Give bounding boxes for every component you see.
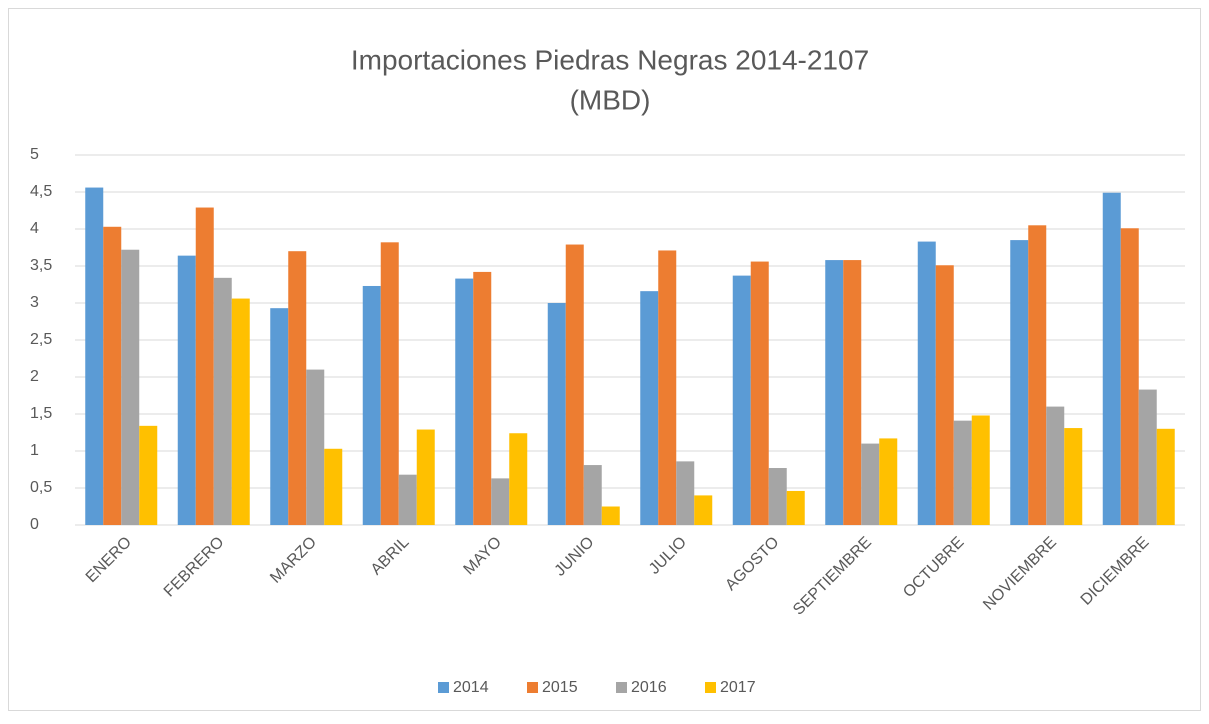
bar bbox=[455, 278, 474, 525]
bar bbox=[676, 461, 695, 525]
bar bbox=[1138, 389, 1157, 525]
y-tick-label: 5 bbox=[30, 146, 39, 163]
bar bbox=[270, 308, 289, 525]
bar bbox=[231, 298, 250, 525]
bar bbox=[398, 474, 417, 525]
bar bbox=[1010, 240, 1029, 525]
bar bbox=[85, 187, 104, 525]
bar bbox=[362, 285, 381, 525]
bar bbox=[583, 465, 602, 525]
bar bbox=[1028, 225, 1047, 526]
bar bbox=[491, 478, 510, 525]
bar bbox=[473, 271, 492, 525]
legend-label: 2017 bbox=[720, 679, 756, 696]
bar bbox=[1102, 192, 1121, 526]
bar bbox=[732, 275, 751, 525]
bar bbox=[768, 468, 787, 525]
bar bbox=[195, 207, 214, 526]
y-tick-label: 2 bbox=[30, 368, 39, 385]
bar bbox=[324, 448, 343, 525]
bar bbox=[786, 490, 805, 525]
y-tick-label: 1 bbox=[30, 442, 39, 459]
y-tick-label: 1,5 bbox=[30, 405, 52, 422]
bar bbox=[750, 261, 769, 525]
bar bbox=[177, 255, 196, 525]
y-tick-label: 2,5 bbox=[30, 331, 52, 348]
y-tick-label: 0 bbox=[30, 516, 39, 533]
legend-label: 2014 bbox=[453, 679, 489, 696]
bar bbox=[917, 241, 936, 525]
bar bbox=[601, 506, 620, 525]
legend-swatch bbox=[527, 682, 538, 693]
chart-title: Importaciones Piedras Negras 2014-2107 bbox=[351, 44, 869, 75]
legend-swatch bbox=[616, 682, 627, 693]
bar bbox=[879, 438, 898, 525]
y-tick-label: 3,5 bbox=[30, 257, 52, 274]
bar bbox=[121, 249, 140, 525]
bar bbox=[1156, 428, 1175, 525]
bar bbox=[861, 443, 880, 525]
bar bbox=[935, 265, 954, 525]
y-tick-label: 3 bbox=[30, 294, 39, 311]
legend-label: 2015 bbox=[542, 679, 578, 696]
y-tick-label: 4 bbox=[30, 220, 39, 237]
bar bbox=[825, 260, 844, 525]
y-tick-label: 0,5 bbox=[30, 479, 52, 496]
bar bbox=[658, 250, 677, 525]
bar bbox=[694, 495, 713, 525]
bar bbox=[103, 226, 122, 525]
y-tick-label: 4,5 bbox=[30, 183, 52, 200]
bar bbox=[380, 242, 399, 525]
legend-label: 2016 bbox=[631, 679, 667, 696]
bar bbox=[416, 429, 435, 525]
bar bbox=[213, 277, 232, 525]
bar bbox=[288, 251, 307, 525]
bar bbox=[565, 244, 584, 526]
bar bbox=[547, 303, 566, 525]
legend-swatch bbox=[705, 682, 716, 693]
bar bbox=[139, 425, 158, 525]
legend-swatch bbox=[438, 682, 449, 693]
bar bbox=[509, 433, 528, 525]
bar bbox=[1046, 406, 1065, 525]
bar bbox=[953, 420, 972, 525]
bar bbox=[971, 415, 990, 525]
chart-subtitle: (MBD) bbox=[570, 84, 651, 115]
bar bbox=[640, 291, 659, 525]
bar bbox=[1064, 428, 1083, 525]
bar bbox=[306, 369, 325, 525]
bar bbox=[1120, 228, 1139, 525]
bar bbox=[843, 260, 862, 525]
